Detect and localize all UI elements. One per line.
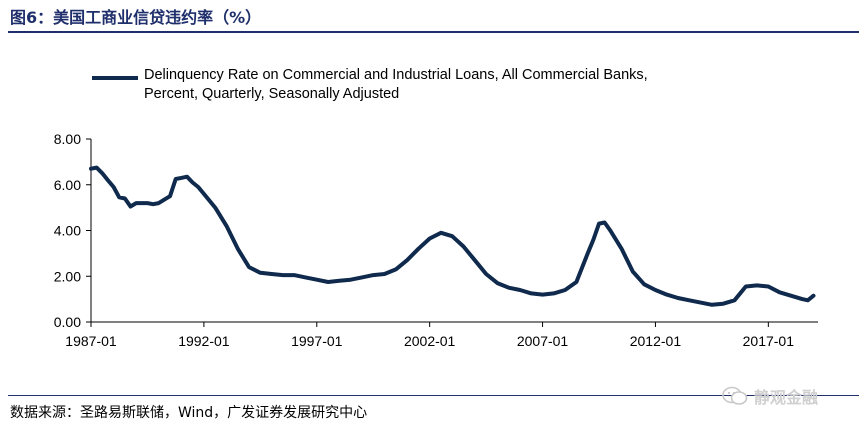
legend-label: Delinquency Rate on Commercial and Indus… (144, 67, 648, 102)
y-tick-label: 8.00 (54, 131, 81, 147)
x-tick-label: 1987-01 (65, 333, 117, 349)
source-note: 数据来源：圣路易斯联储，Wind，广发证券发展研究中心 (10, 405, 368, 421)
watermark: 静观金融 (722, 384, 818, 408)
watermark-label: 静观金融 (754, 388, 819, 407)
x-tick-label: 2007-01 (517, 333, 569, 349)
footer-divider (8, 395, 859, 396)
x-tick-label: 2002-01 (404, 333, 456, 349)
y-tick-label: 2.00 (54, 268, 81, 284)
x-tick-label: 2012-01 (630, 333, 682, 349)
chart-title: 图6：美国工商业信贷违约率（%） (10, 8, 262, 27)
y-tick-label: 4.00 (54, 223, 81, 239)
y-tick-label: 0.00 (54, 314, 81, 330)
title-divider (8, 31, 859, 33)
x-tick-label: 1997-01 (291, 333, 343, 349)
wechat-icon (722, 386, 748, 405)
legend-swatch (92, 76, 138, 80)
x-tick-label: 1992-01 (178, 333, 230, 349)
x-tick-label: 2017-01 (743, 333, 795, 349)
y-tick-label: 6.00 (54, 177, 81, 193)
series-line (89, 165, 816, 307)
